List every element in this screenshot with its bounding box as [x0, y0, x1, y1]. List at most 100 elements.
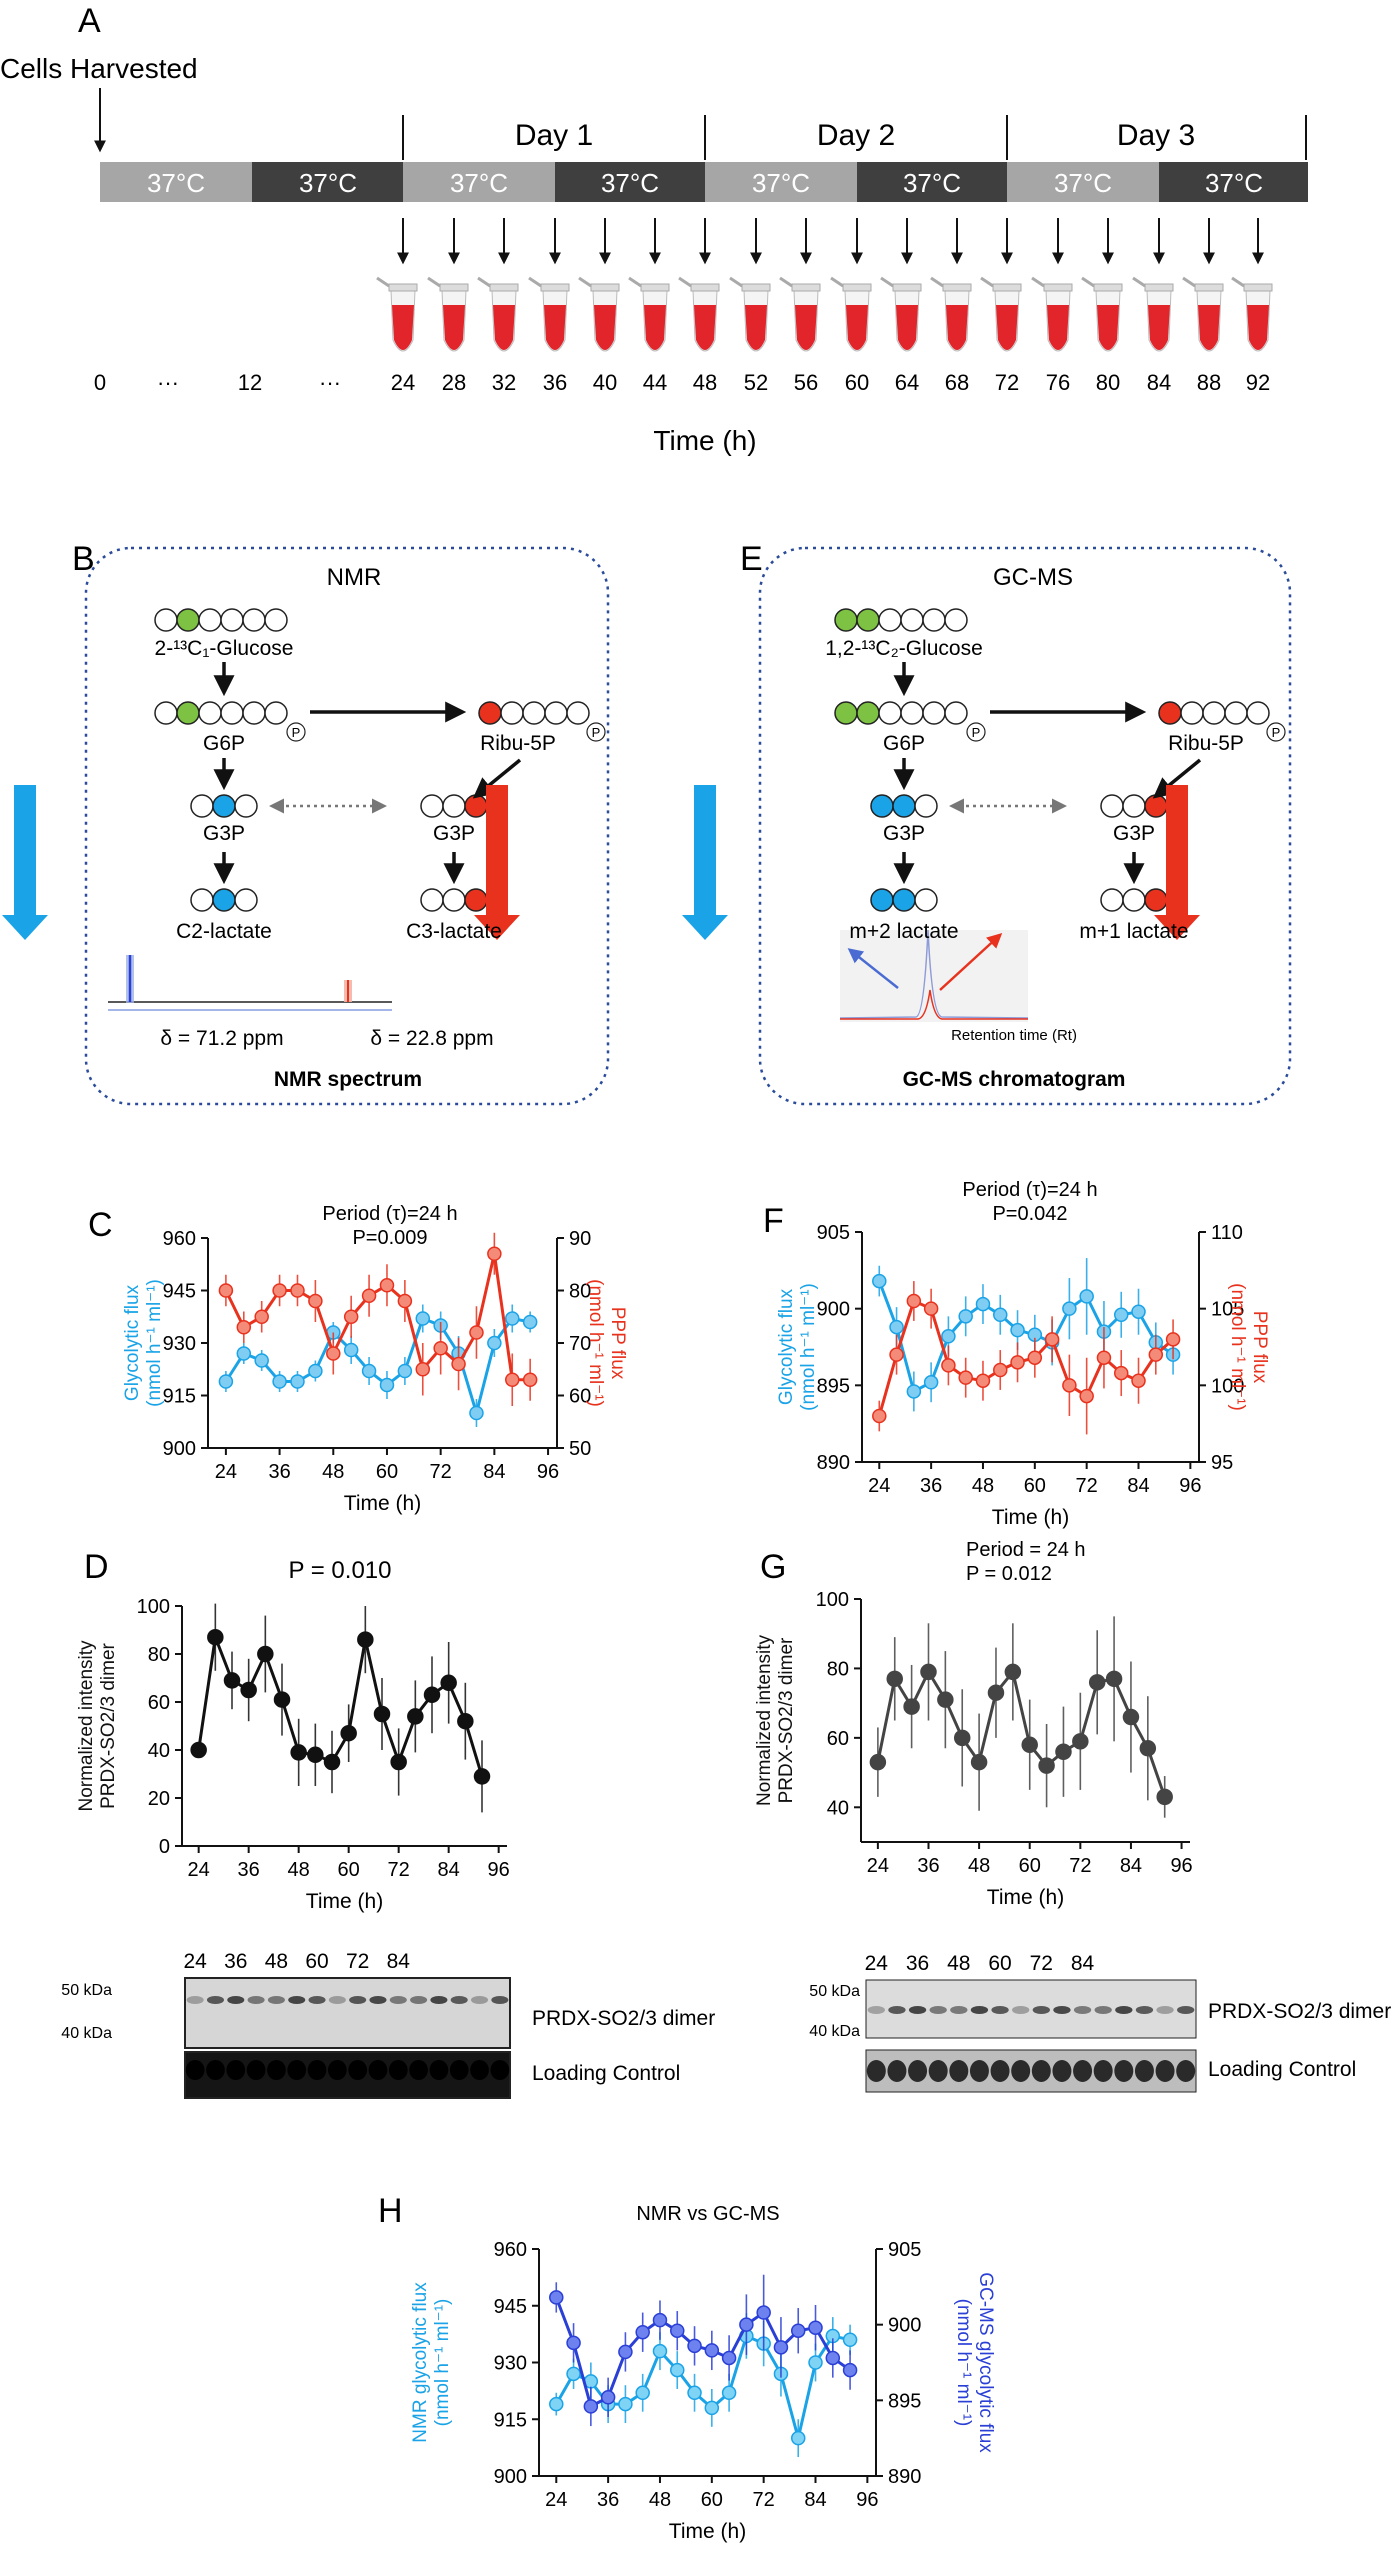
- pathway-arrow: [472, 758, 522, 799]
- data-point: [652, 2343, 668, 2359]
- y-tick-label: 900: [163, 1438, 196, 1460]
- ribu5p-molecule: [1158, 701, 1270, 725]
- data-point: [1072, 1733, 1089, 1750]
- time-tick-label: ···: [157, 370, 179, 395]
- y-tick-label: 930: [163, 1333, 196, 1355]
- data-point: [1055, 1743, 1072, 1760]
- y-tick-label: 905: [817, 1222, 850, 1244]
- data-point: [326, 1346, 341, 1361]
- x-axis-label: Time (h): [987, 1886, 1064, 1909]
- data-point: [307, 1746, 324, 1764]
- retention-time-label: Retention time (Rt): [951, 1027, 1077, 1044]
- panel-label-b: B: [72, 540, 95, 578]
- data-point: [373, 1705, 391, 1723]
- time-tick-label: 52: [744, 370, 768, 395]
- data-point: [790, 2430, 806, 2446]
- loading-band: [990, 2060, 1010, 2082]
- data-point: [906, 1293, 922, 1309]
- x-tick-label: 96: [1179, 1475, 1201, 1497]
- data-point: [522, 1372, 538, 1387]
- lactate-right-molecule: [1100, 888, 1168, 912]
- phosphate-label: P: [592, 725, 601, 740]
- data-point: [1088, 1674, 1106, 1691]
- blot-band: [1094, 2006, 1112, 2014]
- data-point: [975, 1373, 991, 1388]
- data-point: [361, 1363, 377, 1379]
- blot-band: [950, 2006, 968, 2014]
- data-point: [953, 1729, 971, 1747]
- chart-title: Period = 24 h: [966, 1539, 1086, 1561]
- x-axis-label: Time (h): [306, 1890, 383, 1913]
- data-point: [473, 1768, 491, 1785]
- data-point: [379, 1377, 395, 1393]
- data-point: [923, 1301, 939, 1316]
- x-tick-label: 60: [338, 1859, 360, 1881]
- data-point: [618, 2396, 633, 2412]
- data-point: [635, 2385, 650, 2401]
- data-point: [1156, 1788, 1173, 1806]
- nmr-box: [84, 546, 610, 1106]
- temp-label: 37°C: [1205, 168, 1263, 198]
- x-tick-label: 96: [856, 2489, 878, 2511]
- data-point: [1027, 1350, 1043, 1365]
- y-tick-label: 100: [137, 1596, 170, 1618]
- loading-band: [267, 2060, 286, 2080]
- data-point: [272, 1374, 287, 1389]
- kda-50-label: 50 kDa: [61, 1982, 112, 1999]
- c3-lactate-label: C3-lactate: [406, 920, 502, 943]
- g3p-right-molecule: [1100, 794, 1168, 818]
- data-point: [618, 2344, 633, 2360]
- temp-bar-light: [705, 162, 857, 202]
- y-tick-label: 40: [148, 1740, 170, 1762]
- data-point: [941, 1358, 956, 1373]
- x-tick-label: 60: [1024, 1475, 1046, 1497]
- chart-f-gcms-flux: 24 36 48 60 72 84 96 890 895 900 905 95 100 105 110 Tim…: [776, 1179, 1270, 1529]
- blot-g: 24 36 48 60 72 84 50 kDa 40 kDa PRDX-SO2/3 di…: [809, 1952, 1391, 2093]
- y2-tick-label: 60: [569, 1386, 591, 1408]
- x-tick-label: 84: [438, 1859, 460, 1881]
- time-tick-label: 72: [995, 370, 1019, 395]
- time-tick-label: 12: [238, 370, 262, 395]
- y2-tick-label: 895: [888, 2390, 921, 2412]
- day-1-label: Day 1: [515, 119, 593, 152]
- blot-band: [929, 2006, 947, 2014]
- x-axis-label: Time (h): [669, 2520, 746, 2543]
- y-tick-label: 915: [494, 2409, 527, 2431]
- data-point: [687, 2338, 702, 2354]
- blot-band: [991, 2006, 1009, 2014]
- data-point: [290, 1374, 305, 1389]
- data-point: [343, 1342, 359, 1358]
- data-point: [451, 1356, 466, 1372]
- panel-label-d: D: [84, 1548, 109, 1586]
- time-tick-label: 48: [693, 370, 717, 395]
- g6p-label: G6P: [203, 732, 245, 755]
- data-point: [415, 1362, 431, 1377]
- data-point: [240, 1681, 257, 1699]
- gcms-chromatogram: [839, 929, 1029, 1022]
- y-tick-label: 960: [494, 2239, 527, 2261]
- time-tick-label: 76: [1046, 370, 1070, 395]
- glucose-label: 2-¹³C₁-Glucose: [155, 637, 294, 660]
- data-point: [440, 1674, 457, 1692]
- data-point: [290, 1744, 307, 1761]
- data-point: [566, 2366, 581, 2382]
- blot-band: [867, 2006, 885, 2014]
- chart-title: Period (τ)=24 h: [322, 1203, 457, 1225]
- prdx-dimer-label: PRDX-SO2/3 dimer: [1208, 2000, 1391, 2023]
- data-point: [190, 1741, 207, 1759]
- blot-lane-label: 36: [224, 1950, 247, 1973]
- loading-band: [328, 2060, 347, 2080]
- tube-icon: [1182, 276, 1224, 352]
- y-axis-label: Glycolytic flux(nmol h⁻¹ ml⁻¹): [122, 1279, 165, 1407]
- x-tick-label: 72: [1069, 1855, 1091, 1877]
- data-point: [1096, 1350, 1112, 1365]
- panel-label-c: C: [88, 1206, 113, 1244]
- g6p-label: G6P: [883, 732, 925, 755]
- blot-band: [1012, 2006, 1030, 2014]
- data-point: [407, 1708, 424, 1725]
- loading-band: [1011, 2060, 1031, 2082]
- delta-left-label: δ = 71.2 ppm: [160, 1027, 283, 1050]
- loading-band: [1155, 2060, 1175, 2082]
